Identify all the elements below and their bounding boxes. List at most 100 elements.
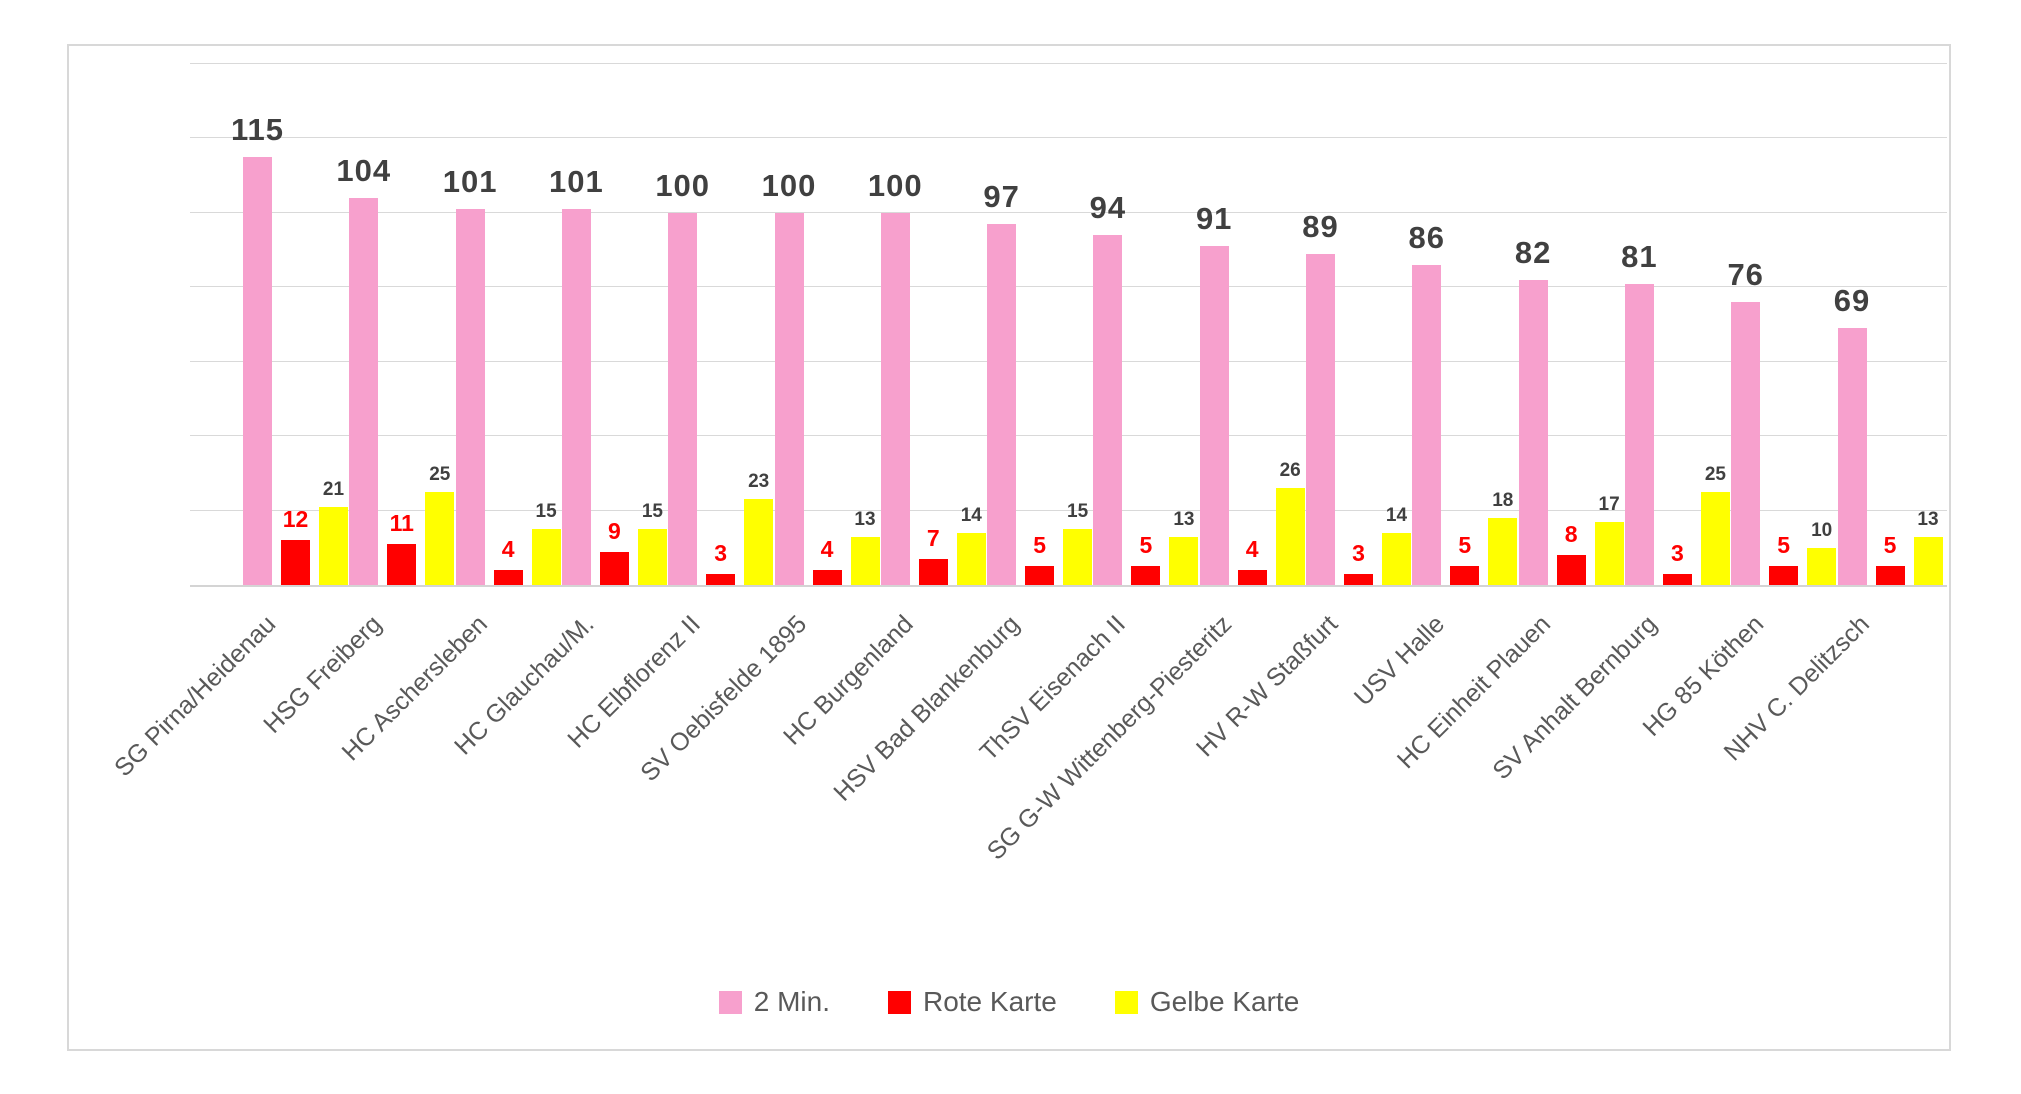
legend-item-2min: 2 Min. <box>718 986 830 1018</box>
data-label: 13 <box>1917 508 1939 530</box>
bar-gelbe-karte-3: 15 <box>531 502 561 585</box>
gridline-100 <box>190 211 1947 213</box>
data-label: 94 <box>1089 190 1127 226</box>
data-label: 76 <box>1727 257 1764 293</box>
data-label: 91 <box>1195 201 1233 237</box>
bar-gelbe-karte-1: 21 <box>319 480 348 585</box>
data-label: 26 <box>1279 460 1301 482</box>
bar-rote-karte-10: 4 <box>1237 538 1267 585</box>
data-label: 89 <box>1302 208 1339 244</box>
data-label: 101 <box>549 164 604 200</box>
bar-group-1: 115 12 21 <box>231 64 348 585</box>
bar-gelbe-karte-11: 14 <box>1382 506 1411 585</box>
data-label: 100 <box>655 167 711 203</box>
data-label: 25 <box>429 463 451 485</box>
bar-gelbe-karte-10: 26 <box>1275 461 1305 585</box>
data-label: 13 <box>854 508 876 530</box>
bar-2-min--1: 115 <box>231 114 283 585</box>
bar-group-5: 100 3 23 <box>655 64 774 585</box>
bar-rote-karte-12: 5 <box>1450 534 1480 585</box>
bar-rote-karte-16: 5 <box>1875 534 1905 585</box>
bar-gelbe-karte-13: 17 <box>1594 495 1624 585</box>
data-label: 11 <box>389 510 414 537</box>
bar-2-min--3: 101 <box>443 166 496 585</box>
gridline-40 <box>190 435 1947 437</box>
x-axis-label-12: USV Halle <box>1348 610 1451 712</box>
data-label: 5 <box>1777 532 1791 559</box>
data-label: 101 <box>442 164 498 200</box>
bar-group-8: 97 5 15 <box>983 64 1093 585</box>
legend-swatch-2min <box>718 990 742 1014</box>
bar-gelbe-karte-6: 13 <box>850 510 880 585</box>
bar-2-min--7: 100 <box>868 170 922 585</box>
bar-gelbe-karte-8: 15 <box>1063 502 1093 585</box>
bar-2-min--2: 104 <box>336 155 390 585</box>
legend-item-gelbe-karte: Gelbe Karte <box>1114 986 1299 1018</box>
gridline-120 <box>190 137 1947 139</box>
data-label: 18 <box>1492 490 1514 512</box>
gridline-140 <box>190 63 1947 64</box>
bar-group-13: 82 8 17 <box>1515 64 1624 585</box>
data-label: 21 <box>322 478 345 500</box>
bar-rote-karte-1: 12 <box>281 508 310 585</box>
data-label: 97 <box>983 179 1020 215</box>
data-label: 4 <box>501 536 515 563</box>
bar-group-12: 86 5 18 <box>1409 64 1518 585</box>
bar-gelbe-karte-5: 23 <box>744 472 774 585</box>
legend-item-rote-karte: Rote Karte <box>887 986 1057 1018</box>
data-label: 4 <box>820 536 834 563</box>
data-label: 100 <box>761 167 817 203</box>
data-label: 3 <box>714 539 728 566</box>
data-label: 10 <box>1811 519 1833 541</box>
data-label: 115 <box>230 112 285 148</box>
data-label: 5 <box>1883 532 1897 559</box>
data-label: 69 <box>1833 283 1871 319</box>
bar-2-min--13: 82 <box>1515 237 1550 585</box>
bar-2-min--4: 101 <box>549 166 603 585</box>
data-label: 14 <box>960 504 982 526</box>
legend: 2 Min. Rote Karte Gelbe Karte <box>69 986 1949 1018</box>
data-label: 15 <box>535 501 557 523</box>
bar-2-min--12: 86 <box>1409 222 1444 585</box>
bar-gelbe-karte-12: 18 <box>1488 491 1518 585</box>
data-label: 13 <box>1173 508 1195 530</box>
x-axis-label-1: SG Pirna/Heidenau <box>108 610 281 783</box>
data-label: 3 <box>1352 539 1365 566</box>
bar-2-min--10: 91 <box>1196 203 1231 585</box>
legend-swatch-gelbe-karte <box>1114 990 1138 1014</box>
bar-group-15: 76 5 10 <box>1727 64 1837 585</box>
data-label: 9 <box>607 517 621 544</box>
bar-group-11: 89 3 14 <box>1302 64 1411 585</box>
bar-group-3: 101 4 15 <box>443 64 561 585</box>
bar-rote-karte-2: 11 <box>387 512 417 585</box>
x-axis-label-8: HSV Bad Blankenburg <box>828 610 1025 807</box>
bar-rote-karte-6: 4 <box>812 538 842 585</box>
bar-2-min--8: 97 <box>983 181 1019 585</box>
data-label: 81 <box>1621 238 1658 274</box>
data-label: 5 <box>1458 532 1472 559</box>
bar-gelbe-karte-7: 14 <box>956 506 986 585</box>
data-label: 104 <box>336 152 392 188</box>
bar-rote-karte-4: 9 <box>599 519 629 585</box>
bar-gelbe-karte-16: 13 <box>1913 510 1943 585</box>
bar-group-6: 100 4 13 <box>762 64 880 585</box>
bar-rote-karte-9: 5 <box>1131 534 1161 585</box>
bar-group-4: 101 9 15 <box>549 64 667 585</box>
bar-rote-karte-5: 3 <box>706 541 736 585</box>
bar-2-min--11: 89 <box>1302 211 1338 585</box>
bar-group-2: 104 11 25 <box>336 64 455 585</box>
bar-2-min--15: 76 <box>1727 259 1763 585</box>
data-label: 15 <box>1067 501 1089 523</box>
bar-group-7: 100 7 14 <box>868 64 986 585</box>
data-label: 5 <box>1033 532 1046 559</box>
bar-gelbe-karte-9: 13 <box>1169 510 1199 585</box>
data-label: 82 <box>1514 234 1552 270</box>
legend-label-2min: 2 Min. <box>753 986 830 1017</box>
bar-rote-karte-3: 4 <box>493 538 523 585</box>
bar-2-min--14: 81 <box>1621 241 1657 585</box>
data-label: 14 <box>1385 504 1408 526</box>
data-label: 5 <box>1139 532 1153 559</box>
bar-gelbe-karte-4: 15 <box>637 502 667 585</box>
bar-2-min--16: 69 <box>1834 285 1869 585</box>
data-label: 7 <box>926 524 940 551</box>
